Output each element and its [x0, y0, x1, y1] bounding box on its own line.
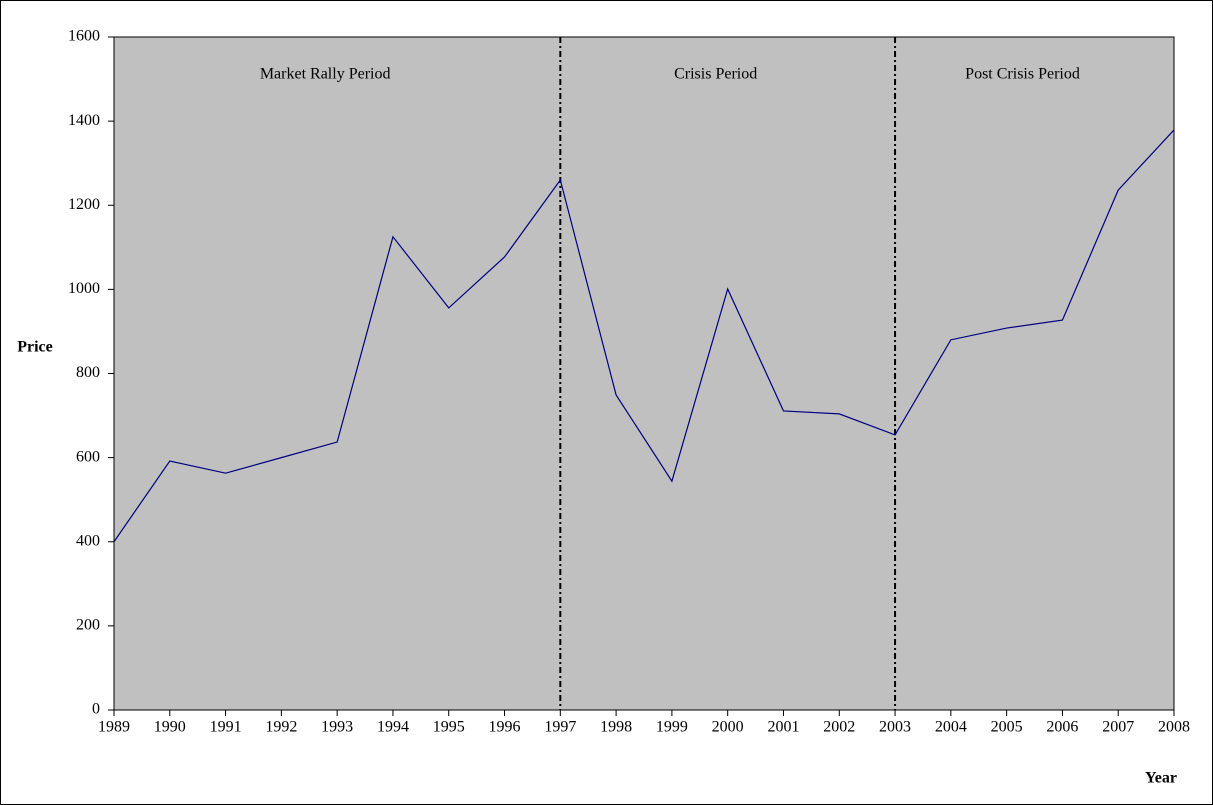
x-tick-label: 2005 [991, 719, 1023, 736]
y-tick-label: 1600 [68, 28, 100, 45]
x-tick-label: 1994 [377, 719, 409, 736]
x-tick-label: 1990 [154, 719, 186, 736]
y-axis-title: Price [17, 339, 53, 356]
x-tick-label: 1992 [265, 719, 297, 736]
x-tick-label: 2002 [823, 719, 855, 736]
x-tick-label: 1995 [433, 719, 465, 736]
plot-area [113, 36, 1175, 711]
x-axis-title: Year [1145, 770, 1177, 787]
y-tick-label: 1000 [68, 280, 100, 297]
x-tick-label: 2001 [767, 719, 799, 736]
y-tick-label: 0 [92, 701, 100, 718]
x-tick-label: 2004 [935, 719, 967, 736]
period-label: Crisis Period [674, 66, 757, 83]
x-tick-label: 2003 [879, 719, 911, 736]
x-tick-label: 1989 [98, 719, 130, 736]
y-tick-label: 800 [76, 364, 100, 381]
period-label: Post Crisis Period [965, 66, 1080, 83]
x-tick-label: 2008 [1158, 719, 1190, 736]
period-label: Market Rally Period [260, 66, 391, 83]
y-tick-label: 600 [76, 448, 100, 465]
y-tick-label: 400 [76, 532, 100, 549]
x-tick-label: 2007 [1102, 719, 1134, 736]
x-tick-label: 2006 [1046, 719, 1078, 736]
y-tick-label: 1200 [68, 196, 100, 213]
y-tick-label: 1400 [68, 112, 100, 129]
x-tick-label: 1997 [544, 719, 576, 736]
x-tick-label: 1999 [656, 719, 688, 736]
x-tick-label: 1998 [600, 719, 632, 736]
x-tick-label: 1993 [321, 719, 353, 736]
price-line [113, 129, 1175, 543]
x-tick-label: 1991 [210, 719, 242, 736]
y-tick-label: 200 [76, 617, 100, 634]
x-tick-label: 2000 [712, 719, 744, 736]
x-tick-label: 1996 [489, 719, 521, 736]
